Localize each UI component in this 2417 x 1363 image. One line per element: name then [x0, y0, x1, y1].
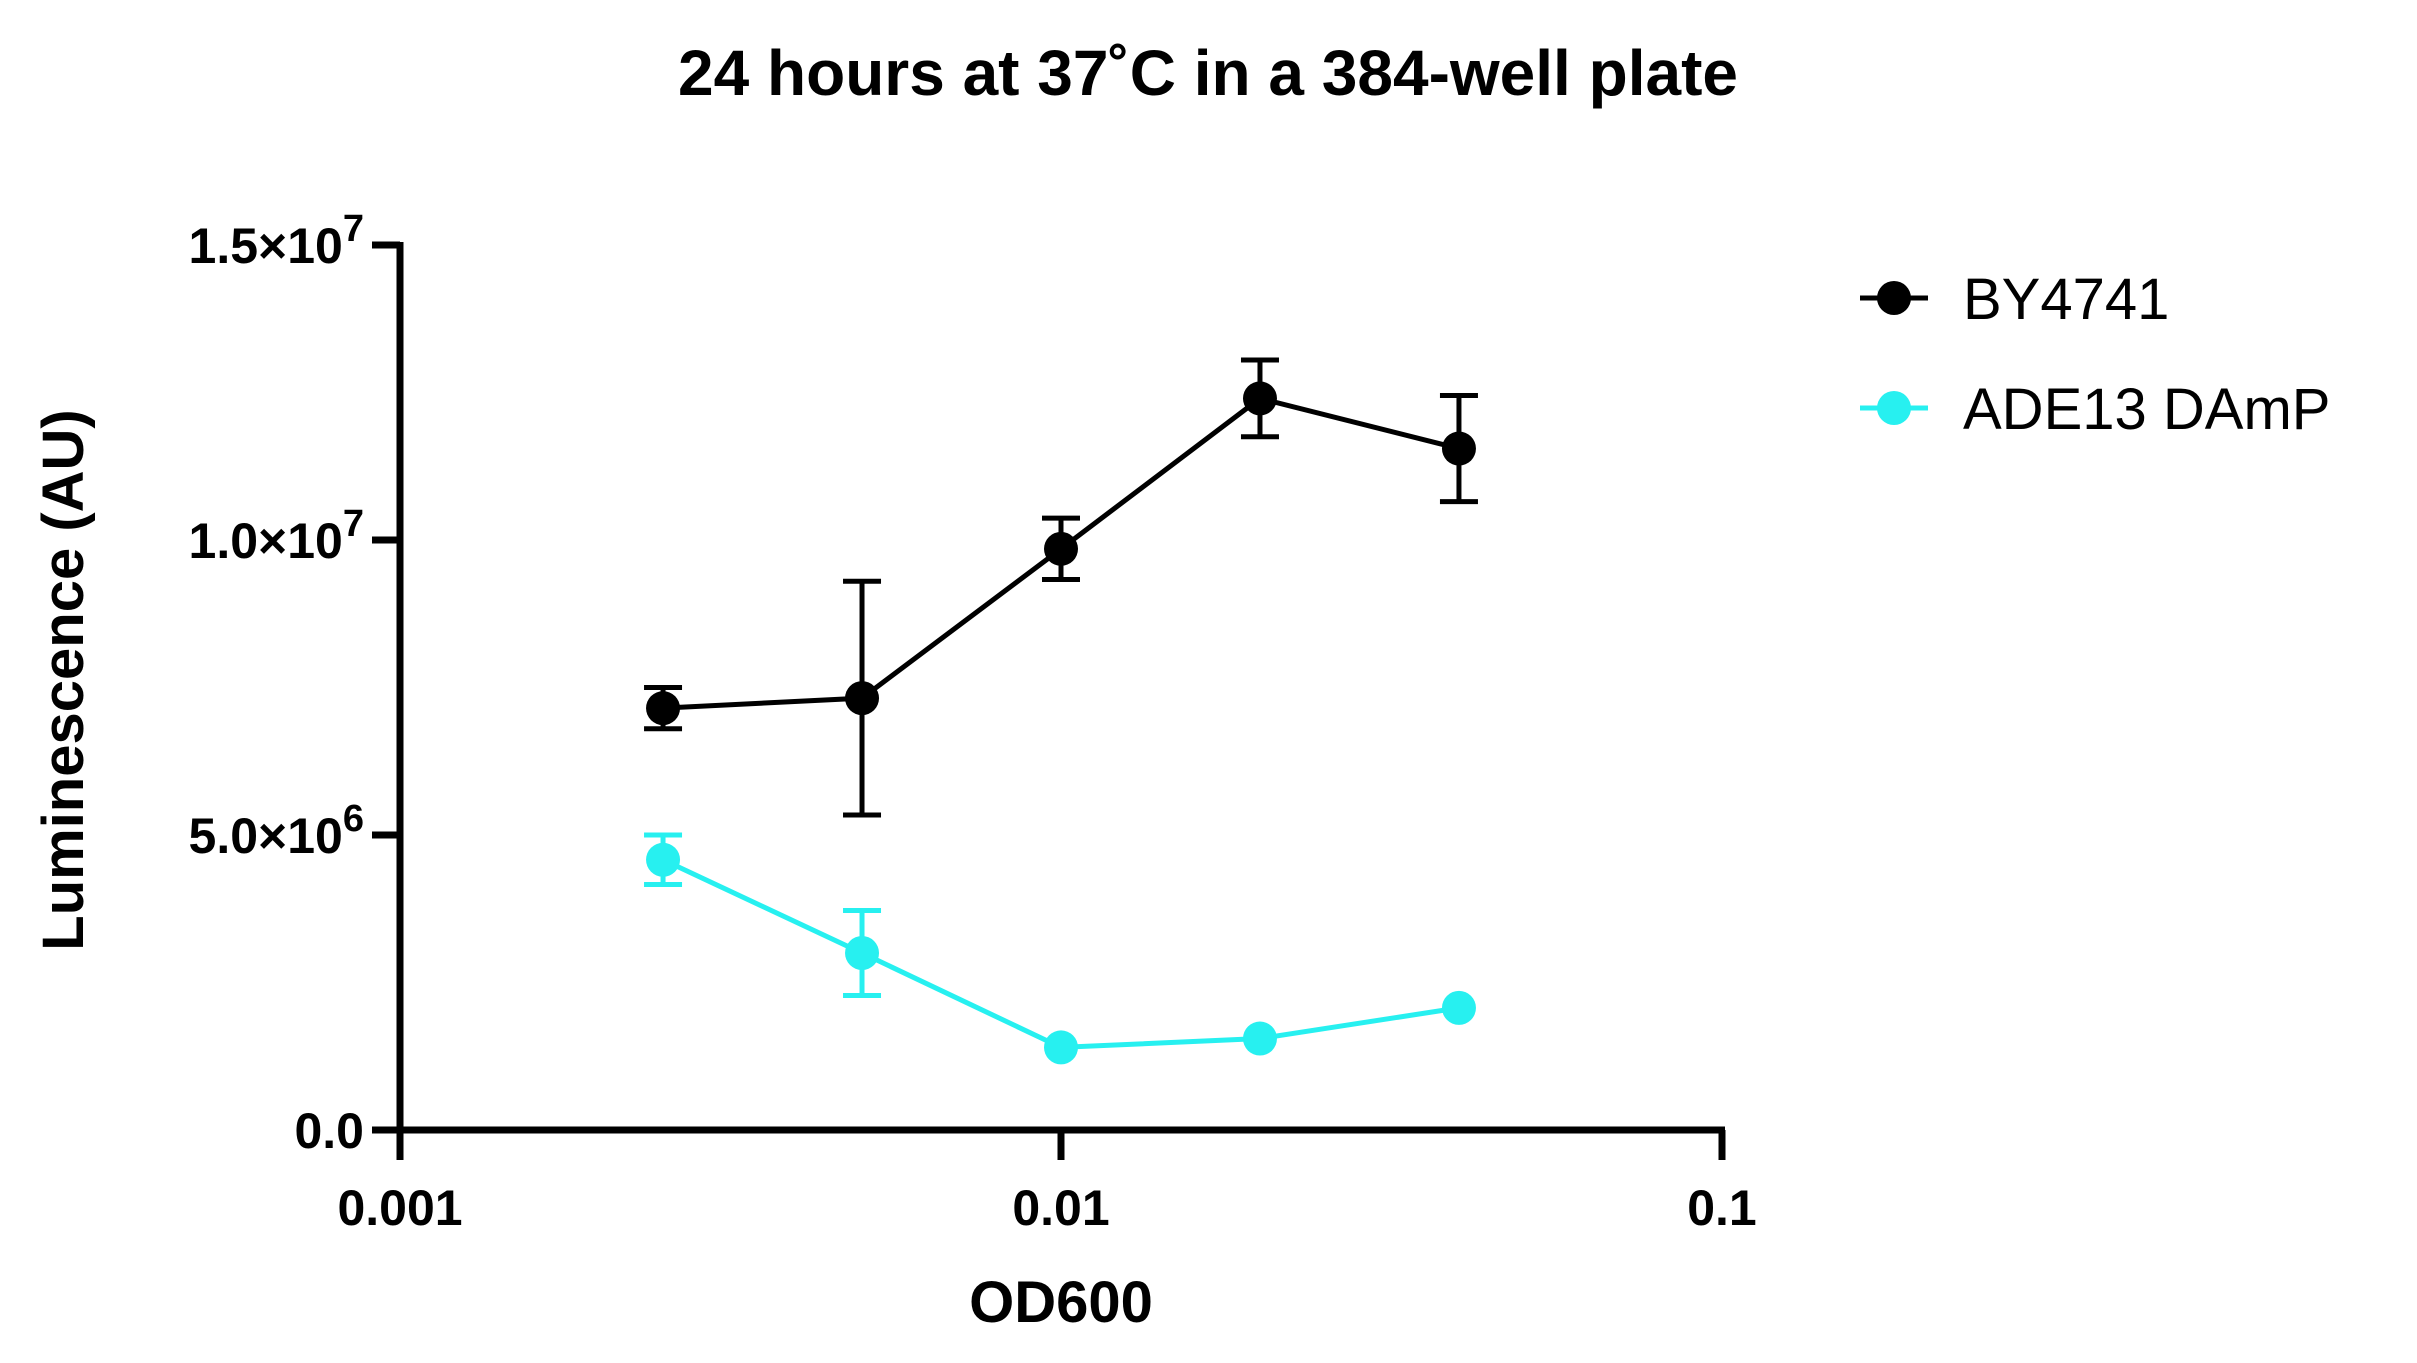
y-tick-mantissa: 5.0×10 — [189, 808, 343, 864]
series-layer — [644, 357, 1478, 1065]
legend-marker — [1877, 391, 1911, 425]
x-tick-label: 0.1 — [1687, 1180, 1757, 1236]
chart-title: 24 hours at 37˚C in a 384-well plate — [678, 37, 1738, 109]
series-line — [661, 857, 1460, 1050]
data-point — [1441, 431, 1476, 466]
x-axis-label: OD600 — [969, 1270, 1153, 1335]
series-0 — [644, 357, 1478, 818]
y-tick-mantissa: 1.0×10 — [189, 513, 343, 569]
data-point — [646, 842, 681, 877]
y-tick-mantissa: 0.0 — [294, 1103, 364, 1159]
y-tick-label: 1.0×107 — [189, 503, 364, 569]
data-point — [1044, 531, 1078, 566]
legend: BY4741 ADE13 DAmP — [1860, 267, 2330, 442]
y-tick-label: 5.0×106 — [189, 798, 364, 864]
legend-item-0: BY4741 — [1860, 267, 2169, 332]
y-tick-exponent: 6 — [343, 798, 364, 840]
data-point — [1441, 990, 1476, 1025]
data-point — [845, 681, 880, 716]
axes — [396, 242, 1725, 1134]
x-tick-label: 0.01 — [1012, 1180, 1109, 1236]
y-axis-label: Luminescence (AU) — [31, 409, 96, 950]
data-point — [1242, 381, 1277, 416]
x-axis-ticks: 0.001 0.01 0.1 — [337, 1130, 1757, 1236]
x-tick-label: 0.001 — [337, 1180, 462, 1236]
data-point — [1044, 1030, 1078, 1065]
y-tick-label: 1.5×107 — [189, 208, 364, 274]
data-point — [1242, 1021, 1277, 1056]
legend-label: BY4741 — [1963, 267, 2169, 332]
y-tick-exponent: 7 — [343, 503, 364, 545]
data-point — [845, 936, 880, 970]
legend-label: ADE13 DAmP — [1963, 377, 2330, 442]
y-tick-label: 0.0 — [294, 1103, 364, 1159]
series-1 — [644, 832, 1476, 1065]
data-point — [646, 691, 681, 726]
y-tick-mantissa: 1.5×10 — [189, 218, 343, 274]
y-tick-exponent: 7 — [343, 208, 364, 250]
legend-item-1: ADE13 DAmP — [1860, 377, 2330, 442]
legend-marker — [1877, 281, 1911, 315]
